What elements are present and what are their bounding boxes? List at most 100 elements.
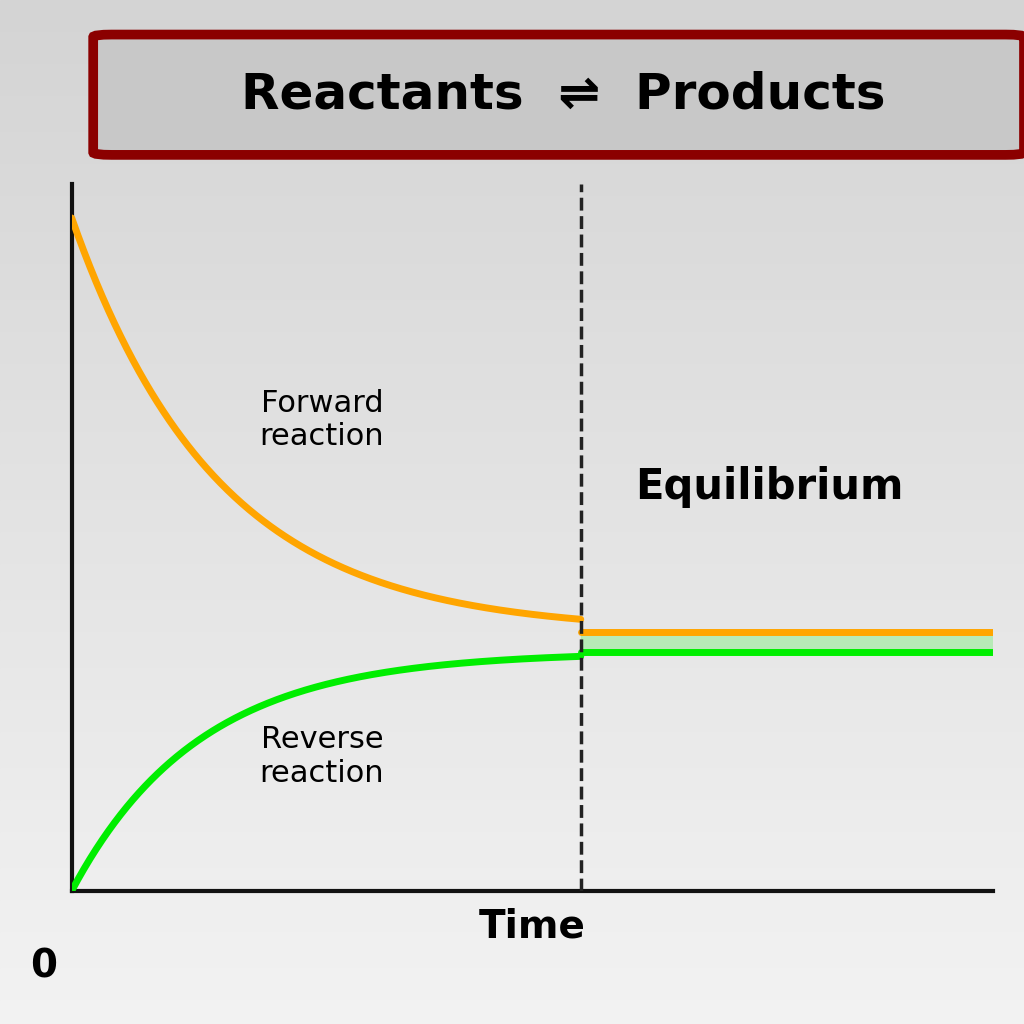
Bar <box>0 904 1024 908</box>
Bar <box>0 384 1024 388</box>
Bar <box>0 848 1024 852</box>
Bar <box>0 536 1024 540</box>
Bar <box>0 728 1024 732</box>
Bar <box>0 572 1024 575</box>
Bar <box>0 256 1024 260</box>
Bar <box>0 500 1024 504</box>
Bar <box>0 244 1024 248</box>
Bar <box>0 28 1024 32</box>
Bar <box>0 388 1024 392</box>
Bar <box>0 324 1024 328</box>
Bar <box>0 916 1024 920</box>
Bar <box>0 452 1024 456</box>
X-axis label: Time: Time <box>479 907 586 945</box>
Bar <box>0 900 1024 904</box>
Text: Reactants  ⇌  Products: Reactants ⇌ Products <box>241 71 886 119</box>
Bar <box>0 836 1024 840</box>
Bar <box>0 540 1024 544</box>
Bar <box>0 784 1024 788</box>
Bar <box>0 476 1024 480</box>
Bar <box>0 624 1024 628</box>
Bar <box>0 40 1024 44</box>
Bar <box>0 292 1024 296</box>
Bar <box>0 672 1024 676</box>
Bar <box>0 260 1024 264</box>
Bar <box>0 232 1024 236</box>
Bar <box>0 1008 1024 1012</box>
Bar <box>0 432 1024 436</box>
Bar <box>0 640 1024 644</box>
Bar <box>0 876 1024 880</box>
Bar <box>0 300 1024 304</box>
Bar <box>0 144 1024 148</box>
Bar <box>0 20 1024 24</box>
Bar <box>0 188 1024 193</box>
Bar <box>0 372 1024 376</box>
Bar <box>0 864 1024 868</box>
Bar <box>0 193 1024 196</box>
Bar <box>0 660 1024 664</box>
Bar <box>0 628 1024 632</box>
Bar <box>0 516 1024 520</box>
Bar <box>0 892 1024 896</box>
Bar <box>0 840 1024 844</box>
Bar <box>0 768 1024 772</box>
Bar <box>0 961 1024 964</box>
Bar <box>0 816 1024 820</box>
Bar <box>0 940 1024 944</box>
Bar <box>0 136 1024 140</box>
Bar <box>0 788 1024 792</box>
Bar <box>0 644 1024 648</box>
Bar <box>0 460 1024 464</box>
Bar <box>0 512 1024 516</box>
Bar <box>0 844 1024 848</box>
Bar <box>0 808 1024 812</box>
Bar <box>0 896 1024 900</box>
Bar <box>0 60 1024 63</box>
Bar <box>0 688 1024 692</box>
Bar <box>0 328 1024 332</box>
Bar <box>0 756 1024 760</box>
Bar <box>0 216 1024 220</box>
Bar <box>0 12 1024 16</box>
Bar <box>0 480 1024 484</box>
Bar <box>0 952 1024 956</box>
Bar <box>0 932 1024 936</box>
Bar <box>0 344 1024 348</box>
Bar <box>0 248 1024 252</box>
Bar <box>0 364 1024 368</box>
Bar <box>0 176 1024 180</box>
Bar <box>0 400 1024 404</box>
Bar <box>0 524 1024 528</box>
Bar <box>0 664 1024 668</box>
Bar <box>0 732 1024 736</box>
Bar <box>0 764 1024 768</box>
Bar <box>0 1020 1024 1024</box>
Bar <box>0 8 1024 12</box>
Bar <box>0 924 1024 928</box>
Bar <box>0 428 1024 432</box>
Bar <box>0 724 1024 728</box>
Bar <box>0 508 1024 512</box>
Bar <box>0 996 1024 1000</box>
Bar <box>0 856 1024 860</box>
Bar <box>0 36 1024 40</box>
Bar <box>0 32 1024 36</box>
Bar <box>0 80 1024 84</box>
Bar <box>0 152 1024 156</box>
Bar <box>0 360 1024 364</box>
Bar <box>0 156 1024 160</box>
Bar <box>0 760 1024 764</box>
Bar <box>0 396 1024 400</box>
Bar <box>0 63 1024 68</box>
Bar <box>0 104 1024 108</box>
Bar <box>0 584 1024 588</box>
Bar <box>0 88 1024 92</box>
Bar <box>0 812 1024 816</box>
Bar <box>0 580 1024 584</box>
Bar <box>0 440 1024 444</box>
Bar <box>0 332 1024 336</box>
Bar <box>0 172 1024 176</box>
Bar <box>0 312 1024 316</box>
Bar <box>0 380 1024 384</box>
